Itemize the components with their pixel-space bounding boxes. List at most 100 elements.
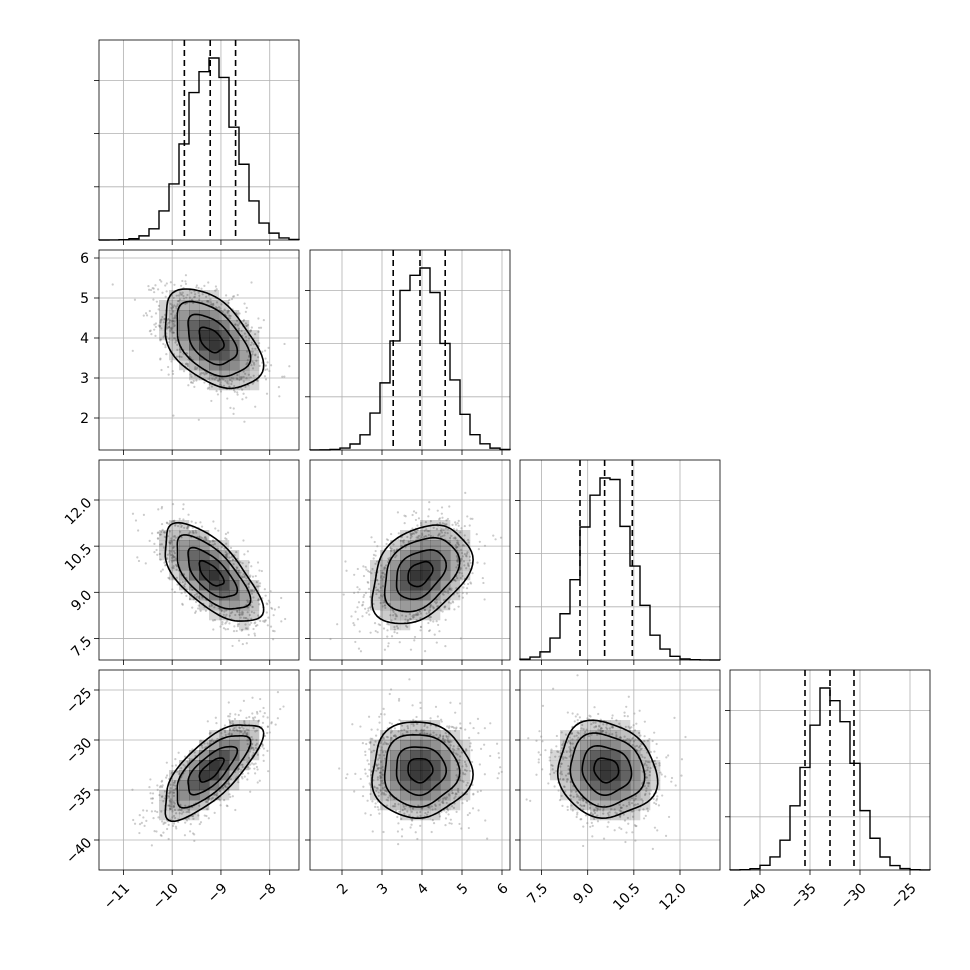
sample-point bbox=[589, 825, 592, 828]
sample-point bbox=[455, 774, 458, 777]
sample-point bbox=[206, 720, 209, 723]
sample-point bbox=[643, 739, 646, 743]
sample-point bbox=[585, 801, 588, 804]
sample-point bbox=[236, 623, 240, 626]
sample-point bbox=[680, 774, 683, 777]
sample-point bbox=[181, 279, 184, 283]
sample-point bbox=[560, 762, 563, 765]
sample-point bbox=[279, 707, 282, 711]
sample-point bbox=[410, 722, 413, 725]
sample-point bbox=[200, 371, 203, 375]
sample-point bbox=[245, 324, 248, 327]
sample-point bbox=[197, 604, 200, 607]
sample-point bbox=[167, 373, 170, 376]
sample-point bbox=[374, 734, 378, 737]
sample-point bbox=[252, 627, 255, 631]
sample-point bbox=[197, 607, 200, 610]
sample-point bbox=[379, 784, 382, 787]
sample-point bbox=[576, 731, 579, 734]
sample-point bbox=[661, 794, 664, 797]
density-cell bbox=[229, 770, 240, 781]
sample-point bbox=[144, 562, 147, 565]
sample-point bbox=[631, 831, 634, 834]
sample-point bbox=[410, 810, 413, 813]
sample-point bbox=[419, 810, 422, 814]
sample-point bbox=[566, 805, 569, 808]
sample-point bbox=[458, 702, 462, 705]
sample-point bbox=[420, 731, 424, 734]
sample-point bbox=[454, 537, 457, 540]
density-cell bbox=[450, 750, 461, 761]
sample-point bbox=[665, 756, 668, 759]
sample-point bbox=[590, 821, 593, 824]
density-cell bbox=[199, 590, 210, 601]
sample-point bbox=[171, 810, 174, 813]
sample-point bbox=[245, 577, 248, 580]
x-tick-label: −9 bbox=[205, 880, 231, 906]
density-cell bbox=[630, 740, 641, 751]
sample-point bbox=[210, 399, 213, 403]
sample-point bbox=[246, 550, 249, 553]
sample-point bbox=[176, 303, 179, 306]
sample-point bbox=[627, 822, 630, 825]
density-cell bbox=[189, 320, 200, 331]
density-cell bbox=[239, 740, 250, 751]
sample-point bbox=[252, 343, 255, 346]
sample-point bbox=[382, 567, 386, 571]
density-cell bbox=[229, 310, 240, 321]
sample-point bbox=[447, 793, 451, 796]
density-cell bbox=[370, 560, 381, 571]
density-cell bbox=[189, 780, 200, 791]
sample-point bbox=[453, 536, 457, 539]
sample-point bbox=[444, 824, 447, 827]
sample-point bbox=[431, 605, 434, 608]
sample-point bbox=[172, 791, 175, 794]
histogram-step bbox=[309, 267, 511, 451]
sample-point bbox=[450, 587, 453, 590]
sample-point bbox=[627, 695, 630, 698]
sample-point bbox=[186, 365, 190, 368]
density-cell bbox=[460, 790, 471, 801]
sample-point bbox=[169, 807, 172, 810]
sample-point bbox=[441, 800, 444, 804]
sample-point bbox=[194, 366, 197, 369]
sample-point bbox=[231, 720, 234, 723]
sample-point bbox=[191, 748, 194, 751]
sample-point bbox=[640, 798, 643, 801]
sample-point bbox=[186, 526, 189, 530]
sample-point bbox=[429, 619, 432, 622]
sample-point bbox=[251, 696, 254, 699]
sample-point bbox=[463, 768, 467, 771]
sample-point bbox=[571, 738, 574, 741]
sample-point bbox=[224, 785, 227, 788]
sample-point bbox=[242, 575, 245, 579]
density-cell bbox=[189, 360, 200, 371]
sample-point bbox=[437, 736, 440, 739]
sample-point bbox=[385, 742, 388, 745]
sample-point bbox=[168, 530, 171, 533]
sample-point bbox=[177, 294, 180, 297]
sample-point bbox=[250, 617, 253, 620]
sample-point bbox=[591, 824, 594, 827]
sample-point bbox=[178, 298, 182, 301]
sample-point bbox=[169, 807, 172, 811]
density-cell bbox=[640, 760, 651, 771]
sample-point bbox=[578, 716, 581, 719]
sample-point bbox=[401, 614, 404, 617]
sample-point bbox=[457, 543, 460, 547]
sample-point bbox=[169, 798, 172, 801]
sample-point bbox=[582, 804, 586, 807]
sample-point bbox=[428, 609, 432, 612]
density-cell bbox=[179, 310, 190, 321]
sample-point bbox=[646, 807, 649, 810]
sample-point bbox=[456, 747, 459, 750]
density-cell bbox=[420, 750, 431, 761]
sample-point bbox=[481, 576, 484, 580]
sample-point bbox=[451, 725, 454, 729]
sample-point bbox=[455, 528, 458, 531]
sample-point bbox=[397, 822, 400, 825]
sample-point bbox=[194, 293, 197, 296]
sample-point bbox=[252, 727, 255, 730]
sample-point bbox=[412, 510, 416, 513]
sample-point bbox=[653, 759, 656, 762]
